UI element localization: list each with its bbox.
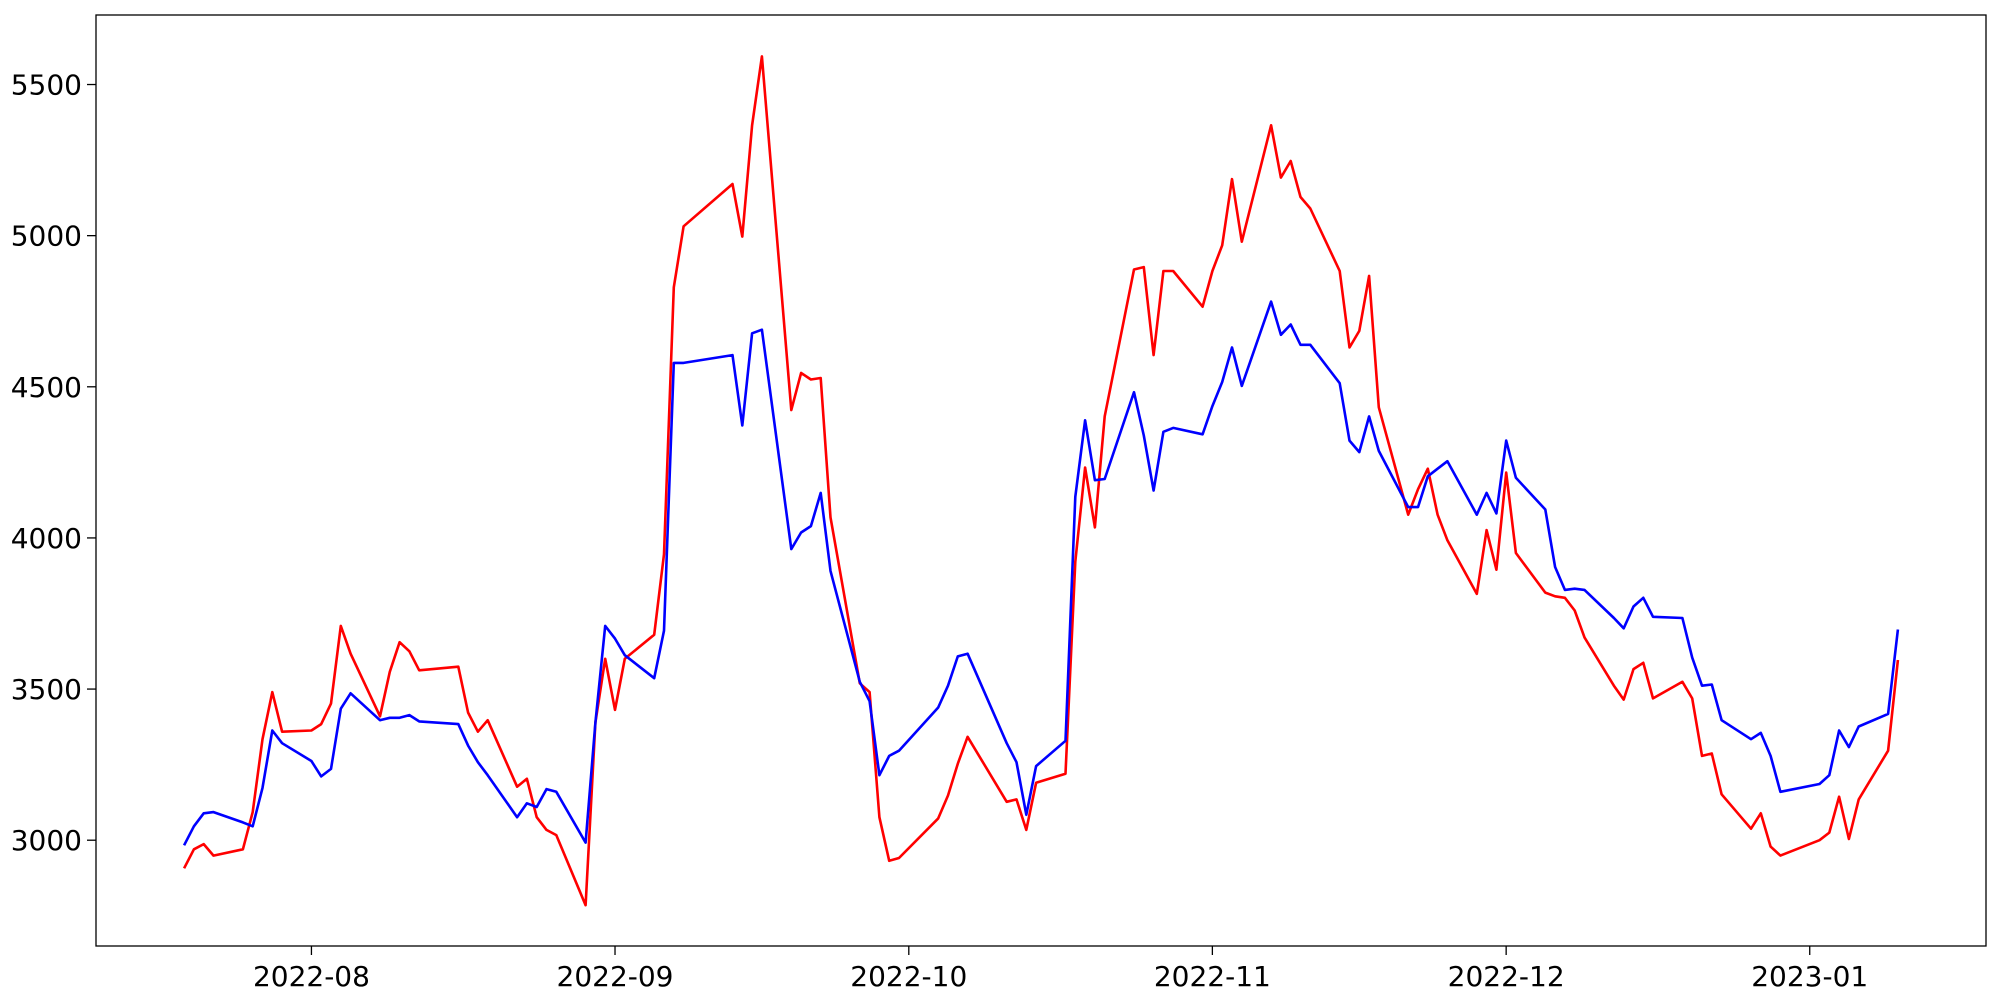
y-tick-label: 4000 xyxy=(11,522,82,555)
x-tick-label: 2022-09 xyxy=(557,960,674,993)
x-tick-label: 2023-01 xyxy=(1751,960,1868,993)
y-tick-label: 5500 xyxy=(11,69,82,102)
y-tick-label: 3000 xyxy=(11,824,82,857)
series-line xyxy=(182,300,1900,846)
x-tick-label: 2022-11 xyxy=(1154,960,1271,993)
y-tick-label: 4500 xyxy=(11,371,82,404)
y-tick-label: 5000 xyxy=(11,220,82,253)
y-tick-label: 3500 xyxy=(11,673,82,706)
plot-frame xyxy=(95,14,1987,947)
x-tick-label: 2022-08 xyxy=(253,960,370,993)
series-line xyxy=(182,55,1900,907)
x-tick-label: 2022-12 xyxy=(1448,960,1565,993)
x-tick-label: 2022-10 xyxy=(850,960,967,993)
